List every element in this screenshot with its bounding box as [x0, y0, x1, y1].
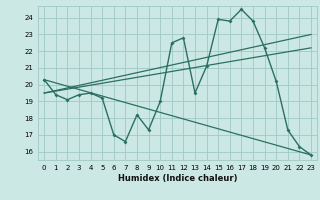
X-axis label: Humidex (Indice chaleur): Humidex (Indice chaleur): [118, 174, 237, 183]
